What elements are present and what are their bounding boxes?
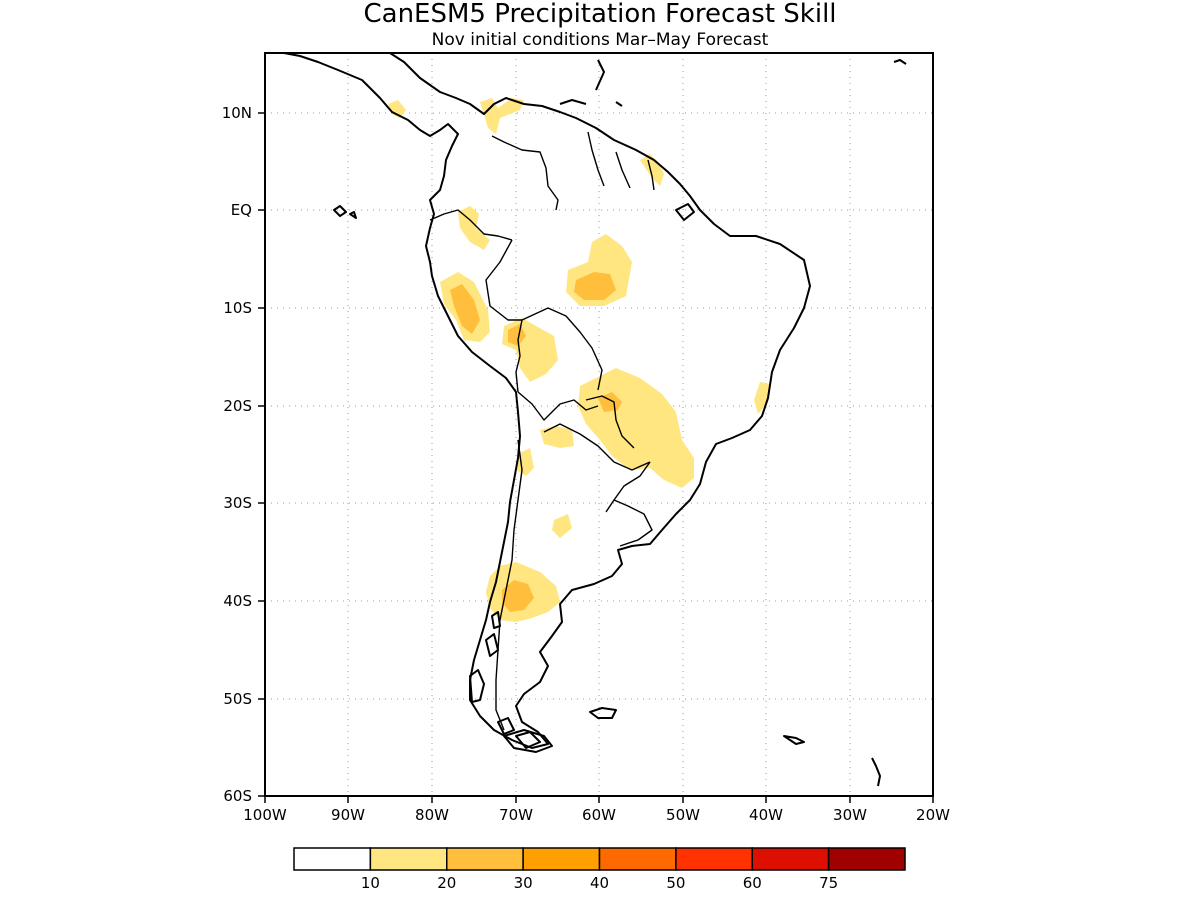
border-argentina-brazil (605, 461, 651, 513)
skill-area-venezuela (480, 98, 524, 134)
lon-tick-label: 70W (499, 806, 533, 824)
colorbar-swatch (293, 847, 372, 871)
longitude-axis: 100W 90W 80W 70W 60W 50W 40W 30W 20W (243, 796, 950, 824)
border-colombia-venezuela (491, 135, 559, 211)
cape-verde-islands (893, 59, 907, 65)
border-paraguay-brazil (585, 395, 635, 449)
lat-tick-label: 10N (222, 104, 252, 122)
border-peru-brazil (485, 239, 522, 321)
latitude-axis: 10N EQ 10S 20S 30S 40S 50S 60S (222, 104, 265, 805)
colorbar-swatch (446, 847, 524, 871)
colorbar-label: 10 (361, 874, 380, 892)
border-peru-bolivia (515, 319, 523, 393)
lon-tick-label: 100W (243, 806, 287, 824)
colorbar-label: 50 (666, 874, 685, 892)
border-colombia-ecuador-peru (429, 209, 513, 241)
colorbar: 10 20 30 40 50 60 75 (293, 847, 906, 892)
marajo-island (675, 203, 695, 221)
border-suriname-french-guiana (647, 159, 655, 191)
skill-area-peru-core (450, 284, 480, 334)
colorbar-label: 20 (437, 874, 456, 892)
galapagos-islands (333, 205, 357, 219)
colorbar-swatch (598, 847, 677, 871)
country-borders (429, 131, 655, 731)
skill-area-colombia (458, 206, 490, 250)
lon-tick-label: 50W (666, 806, 700, 824)
skill-area-central-america (388, 100, 406, 118)
skill-area-guyana (640, 154, 664, 186)
skill-area-amazon-core (574, 272, 616, 300)
skill-area-brazil-center (578, 368, 694, 488)
colorbar-swatch (827, 847, 906, 871)
border-paraguay-argentina (543, 423, 651, 471)
colorbar-label: 40 (590, 874, 609, 892)
skill-area-patagonia-core (502, 580, 534, 612)
border-bolivia-paraguay (559, 399, 599, 411)
skill-area-brazil-east (754, 382, 770, 414)
lat-tick-label: 40S (223, 592, 252, 610)
lat-tick-label: 60S (223, 787, 252, 805)
colorbar-swatch (369, 847, 448, 871)
map-subtitle: Nov initial conditions Mar–May Forecast (432, 30, 769, 50)
lon-tick-label: 20W (916, 806, 950, 824)
lon-tick-label: 60W (582, 806, 616, 824)
colorbar-label: 60 (743, 874, 762, 892)
border-venezuela-guyana (587, 131, 605, 187)
falkland-islands (589, 707, 617, 719)
south-america-coastline (283, 52, 811, 749)
lon-tick-label: 40W (749, 806, 783, 824)
lat-tick-label: 10S (223, 299, 252, 317)
lon-tick-label: 30W (833, 806, 867, 824)
border-bolivia-brazil (521, 307, 603, 391)
lat-tick-label: 30S (223, 494, 252, 512)
caribbean-islands (559, 59, 623, 107)
lon-tick-label: 80W (415, 806, 449, 824)
colorbar-swatch (751, 847, 830, 871)
skill-area-bolivia (502, 318, 558, 382)
lon-tick-label: 90W (331, 806, 365, 824)
south-sandwich-islands (871, 757, 881, 787)
colorbar-swatch (522, 847, 601, 871)
skill-area-paraguay (540, 426, 574, 448)
skill-area-argentina-central (552, 514, 572, 538)
map-title: CanESM5 Precipitation Forecast Skill (363, 0, 836, 29)
border-uruguay (613, 499, 653, 547)
lat-tick-label: EQ (231, 201, 252, 219)
border-chile-argentina (495, 439, 523, 731)
colorbar-label: 75 (819, 874, 838, 892)
lat-tick-label: 50S (223, 690, 252, 708)
south-georgia (783, 735, 805, 745)
colorbar-label: 30 (514, 874, 533, 892)
skill-shading (388, 98, 770, 622)
border-guyana-suriname (615, 151, 631, 189)
tierra-del-fuego (503, 729, 553, 753)
colorbar-swatch (675, 847, 753, 871)
lat-tick-label: 20S (223, 397, 252, 415)
skill-area-bolivia-core (508, 324, 526, 346)
border-bolivia-chile-argentina (517, 391, 561, 421)
